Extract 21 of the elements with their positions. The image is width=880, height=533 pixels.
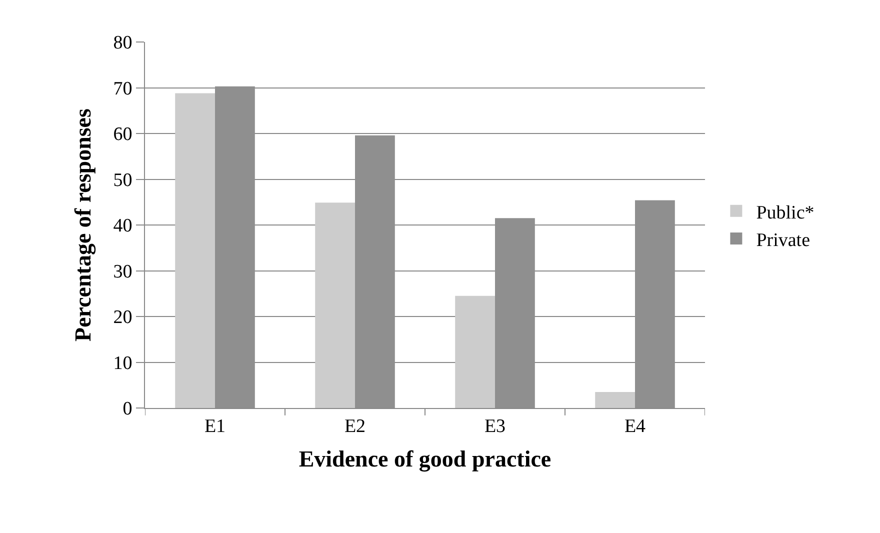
- y-tick-label: 0: [122, 398, 132, 420]
- y-axis-title: Percentage of responses: [70, 108, 97, 342]
- y-tick-label: 30: [113, 261, 132, 282]
- y-tick-label: 70: [113, 78, 132, 100]
- bar: [175, 93, 215, 408]
- y-tick-label: 10: [113, 352, 132, 374]
- x-axis-title: Evidence of good practice: [298, 446, 552, 472]
- legend-label: Private: [756, 230, 810, 251]
- y-tick-label: 40: [113, 216, 132, 237]
- x-tick-label: E4: [624, 416, 646, 437]
- bar: [315, 202, 355, 408]
- y-tick-label: 80: [113, 32, 132, 54]
- y-tick-label: 20: [113, 307, 132, 328]
- y-tick-label: 50: [113, 170, 132, 191]
- bar: [595, 392, 635, 408]
- y-tick-label: 60: [113, 124, 132, 146]
- x-tick-label: E3: [484, 416, 506, 437]
- bar: [455, 296, 495, 408]
- legend-label: Public*: [756, 202, 814, 224]
- x-tick-label: E1: [204, 416, 226, 437]
- x-tick-label: E2: [344, 416, 366, 437]
